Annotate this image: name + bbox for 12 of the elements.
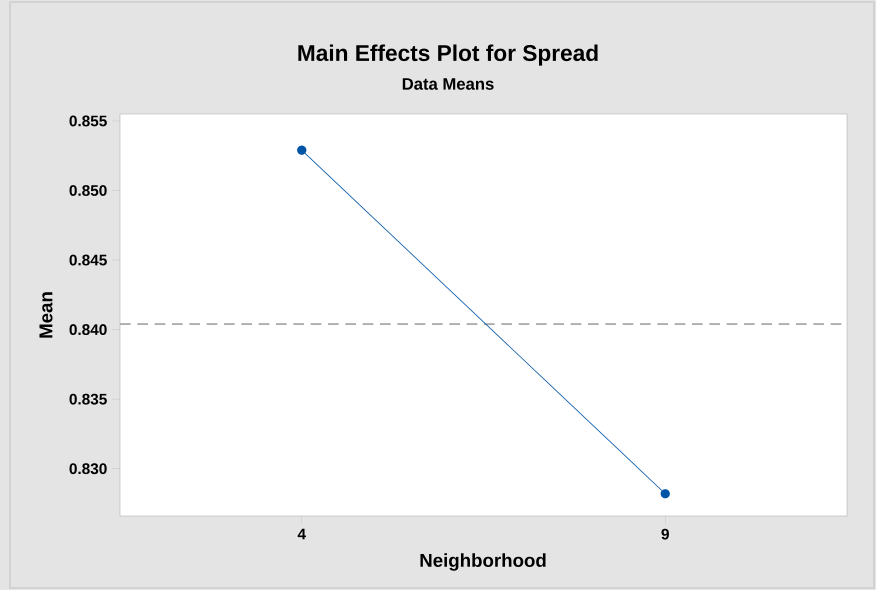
y-tick-label: 0.850 (70, 185, 107, 196)
chart-subtitle: Data Means (402, 78, 494, 90)
y-axis-title: Mean (39, 292, 53, 338)
y-tick-label: 0.845 (70, 254, 107, 266)
chart-title: Main Effects Plot for Spread (298, 44, 598, 66)
y-tick-label: 0.855 (70, 116, 107, 126)
x-tick-label: 9 (662, 528, 669, 540)
x-tick-label: 4 (298, 528, 306, 540)
y-tick-label: 0.835 (70, 394, 107, 405)
x-axis-title: Neighborhood (420, 553, 546, 571)
y-tick-label: 0.830 (70, 463, 107, 474)
y-tick-label: 0.840 (70, 324, 107, 336)
